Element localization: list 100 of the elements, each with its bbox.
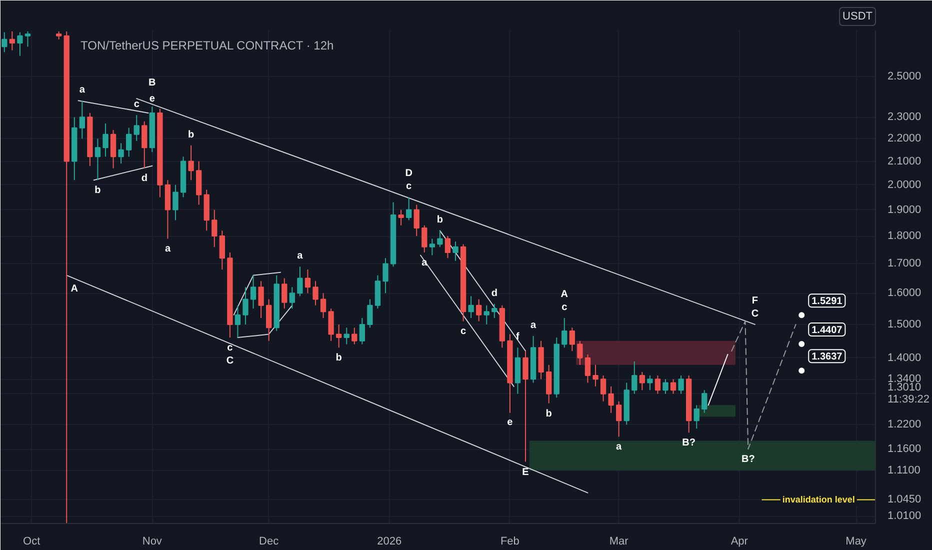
- point: [798, 312, 805, 318]
- candlestick: [336, 324, 342, 348]
- candlestick: [79, 100, 85, 140]
- annotation: C: [226, 356, 234, 367]
- annotation: a: [616, 442, 622, 453]
- candlestick: [367, 298, 373, 328]
- candlestick: [608, 386, 614, 414]
- candlestick: [328, 308, 334, 342]
- data-label: 1.3637: [812, 352, 843, 363]
- y-axis-title: USDT: [842, 10, 873, 22]
- candlestick: [359, 318, 365, 345]
- candlestick: [142, 120, 148, 169]
- y-tick-label: 2.1000: [888, 155, 922, 168]
- candlestick: [250, 274, 256, 310]
- y-tick-label: 1.4000: [888, 352, 922, 364]
- annotation: E: [522, 466, 530, 478]
- x-tick-label: Dec: [259, 536, 280, 548]
- candlestick: [522, 350, 528, 462]
- candlestick: [352, 327, 358, 345]
- annotation: A: [560, 289, 568, 300]
- candlestick: [398, 209, 404, 226]
- annotation: B?: [682, 438, 696, 449]
- candlestick: [266, 298, 272, 342]
- annotation: a: [297, 250, 304, 262]
- y-tick-label: 2.0000: [888, 178, 922, 191]
- y-tick-label: 1.7000: [888, 258, 922, 270]
- data-label: 1.4407: [812, 325, 843, 336]
- x-tick-label: Oct: [23, 536, 40, 548]
- annotation: D: [405, 168, 412, 180]
- candlestick: [678, 375, 684, 394]
- text: TON/TetherUS PERPETUAL CONTRACT · 12h: [80, 38, 334, 52]
- candlestick: [670, 378, 676, 394]
- y-tick-label: 1.3010 11:39:22: [888, 381, 930, 406]
- y-tick-label: 1.2200: [888, 418, 922, 431]
- candlestick: [212, 209, 218, 248]
- annotation: b: [546, 408, 552, 420]
- annotation: c: [562, 302, 568, 314]
- candlestick: [569, 327, 575, 352]
- candlestick: [344, 327, 350, 345]
- candlestick: [694, 404, 700, 430]
- candlestick: [24, 30, 31, 48]
- data-label: 1.5291: [812, 296, 843, 308]
- annotation: d: [491, 288, 498, 299]
- candlestick: [94, 138, 101, 181]
- annotation: c: [227, 342, 234, 354]
- candlestick: [134, 114, 140, 142]
- annotation: a: [79, 84, 86, 96]
- candlestick: [414, 204, 420, 237]
- candlestick: [584, 354, 591, 384]
- candlestick: [600, 375, 606, 402]
- candlestick: [632, 360, 638, 394]
- candlestick: [126, 127, 132, 158]
- y-tick-label: 1.9000: [888, 204, 922, 216]
- candlestick: [654, 375, 661, 394]
- candlestick: [2, 32, 8, 53]
- x-tick-label: May: [846, 536, 867, 548]
- candlestick: [662, 378, 668, 394]
- candlestick: [647, 375, 653, 391]
- candlestick: [592, 364, 598, 387]
- candlestick: [382, 258, 388, 294]
- candlestick: [452, 240, 458, 262]
- annotation: b: [94, 185, 101, 196]
- y-tick-label: 1.5000: [888, 318, 922, 330]
- annotation: e: [507, 416, 514, 428]
- x-tick-label: 2026: [377, 536, 402, 548]
- annotation: b: [336, 352, 342, 364]
- candlestick: [492, 303, 498, 319]
- y-tick-label: 2.3000: [888, 111, 922, 124]
- candlestick: [616, 400, 622, 438]
- y-tick-label: 1.6000: [888, 287, 922, 300]
- y-tick-label: 1.0450: [888, 494, 922, 506]
- candlestick: [484, 304, 490, 325]
- annotation: c: [134, 99, 140, 110]
- candlestick: [297, 266, 303, 297]
- x-tick-label: Feb: [500, 536, 520, 548]
- candlestick: [437, 230, 443, 248]
- annotation: f: [516, 332, 520, 343]
- candlestick: [320, 292, 326, 319]
- y-tick-label: 1.1100: [888, 464, 920, 476]
- annotation: c: [406, 181, 412, 192]
- line-series: [731, 320, 796, 450]
- annotation: a: [164, 244, 171, 255]
- candlestick: [188, 144, 194, 181]
- annotation: b: [436, 214, 443, 226]
- annotation: B: [148, 78, 156, 89]
- candlestick: [258, 280, 264, 319]
- annotation: a: [530, 320, 536, 331]
- candlestick: [476, 298, 482, 322]
- candlestick: [289, 286, 295, 310]
- annotation: c: [460, 326, 466, 338]
- candlestick: [242, 286, 248, 325]
- y-tick-label: 2.5000: [888, 70, 922, 83]
- candlestick: [17, 32, 23, 56]
- candlestick: [406, 196, 412, 221]
- candlestick: [110, 129, 116, 169]
- annotation: A: [70, 284, 78, 295]
- candlestick: [234, 304, 241, 338]
- candlestick: [577, 340, 583, 366]
- candlestick: [304, 268, 311, 294]
- annotation: b: [188, 129, 194, 140]
